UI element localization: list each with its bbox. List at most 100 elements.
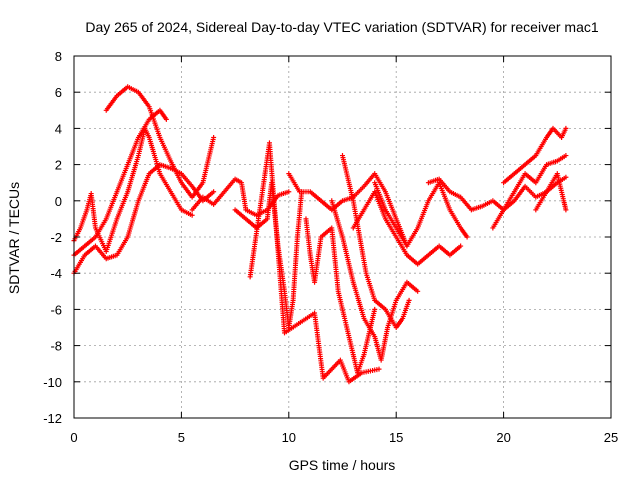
sample-trail [351, 209, 366, 229]
sample-trail [169, 166, 183, 176]
sample-trail [524, 154, 537, 166]
sample-trail [234, 177, 243, 185]
sample-trail [513, 163, 527, 175]
sample-trail [561, 200, 568, 211]
sample-trail [234, 208, 247, 221]
sample-trail [137, 91, 151, 108]
x-tick-label: 15 [389, 430, 403, 445]
sample-trail [459, 226, 469, 238]
sample-trail [448, 209, 463, 229]
sample-trail [169, 191, 183, 211]
sample-trail [438, 244, 451, 257]
sample-trail [309, 190, 322, 203]
sample-trail [180, 208, 193, 217]
sample-trail [299, 189, 311, 195]
sample-trail [342, 318, 356, 356]
series-track-9 [329, 198, 421, 363]
sample-trail [368, 308, 377, 328]
x-tick-labels: 0 5 10 15 20 25 [70, 430, 618, 445]
sample-trail [512, 172, 527, 193]
sample-trail [295, 191, 304, 238]
sample-trail [491, 209, 506, 229]
sample-trail [158, 109, 168, 121]
sample-trail [104, 218, 119, 252]
sample-trail [267, 142, 287, 334]
sample-trail [384, 209, 398, 229]
sample-trail [312, 236, 324, 283]
sample-trail [104, 94, 119, 112]
sample-trail [449, 190, 462, 199]
sample-trail [556, 154, 567, 163]
sample-trail [341, 195, 354, 203]
sample-trail [126, 85, 140, 94]
series-track-2 [103, 84, 217, 200]
y-tick-label: -12 [43, 411, 62, 426]
sample-trail [320, 199, 333, 212]
sample-trail [524, 172, 537, 184]
sample-trail [394, 236, 409, 256]
sample-trail [348, 371, 363, 384]
y-tick-label: -10 [43, 375, 62, 390]
axis-ticks [73, 55, 612, 419]
sample-trail [362, 317, 377, 338]
sample-trail [158, 172, 173, 193]
series-track-4 [71, 125, 195, 254]
sample-trail [115, 236, 130, 256]
sample-trail [491, 199, 505, 212]
sample-trail [534, 136, 548, 157]
sample-trail [534, 191, 548, 211]
series-track-12 [372, 180, 470, 249]
sample-trail [283, 311, 316, 335]
sample-trail [384, 218, 398, 238]
sample-trail [427, 177, 440, 185]
sample-trail [136, 127, 147, 156]
sample-trail [312, 312, 326, 379]
series-track-11 [350, 189, 464, 267]
series-track-1 [71, 107, 169, 258]
x-axis-label: GPS time / hours [289, 457, 396, 473]
sample-trail [83, 235, 97, 248]
series-track-8 [303, 216, 378, 376]
sample-trail [329, 200, 345, 238]
sample-trail [361, 367, 380, 375]
series-track-14 [490, 174, 569, 231]
sample-trail [555, 173, 566, 202]
sample-trail [88, 193, 98, 229]
sample-trail [394, 317, 405, 329]
sample-trail [415, 200, 431, 229]
sample-trail [202, 195, 215, 206]
sample-trail [470, 204, 483, 212]
sample-trail [190, 196, 205, 211]
sample-trail [239, 182, 249, 211]
sample-trail [147, 136, 162, 175]
sample-trail [394, 281, 409, 302]
sample-trail [545, 127, 555, 139]
sample-trail [437, 182, 452, 211]
x-tick-label: 10 [282, 430, 296, 445]
sample-trail [287, 172, 301, 193]
y-tick-label: 0 [55, 194, 62, 209]
series-track-16 [533, 171, 569, 213]
sample-trail [534, 163, 548, 184]
sample-trail [502, 199, 516, 212]
series-track-10 [340, 153, 412, 330]
y-tick-label: -2 [50, 230, 62, 245]
sample-trail [180, 172, 194, 188]
data-points [71, 84, 569, 385]
y-tick-label: -4 [50, 266, 62, 281]
sample-trail [136, 173, 151, 202]
sample-trail [125, 136, 141, 166]
sample-trail [286, 299, 296, 328]
sample-trail [245, 208, 258, 217]
sample-trail [372, 182, 388, 211]
sample-trail [364, 272, 377, 301]
x-tick-label: 25 [604, 430, 618, 445]
y-tick-label: -6 [50, 302, 62, 317]
y-tick-labels: -12 -10 -8 -6 -4 -2 0 2 4 6 8 [43, 49, 62, 426]
sample-trail [351, 281, 366, 319]
sample-trail [427, 244, 441, 257]
sample-trail [290, 236, 300, 301]
sample-trail [212, 190, 226, 206]
y-tick-label: 4 [55, 121, 62, 136]
